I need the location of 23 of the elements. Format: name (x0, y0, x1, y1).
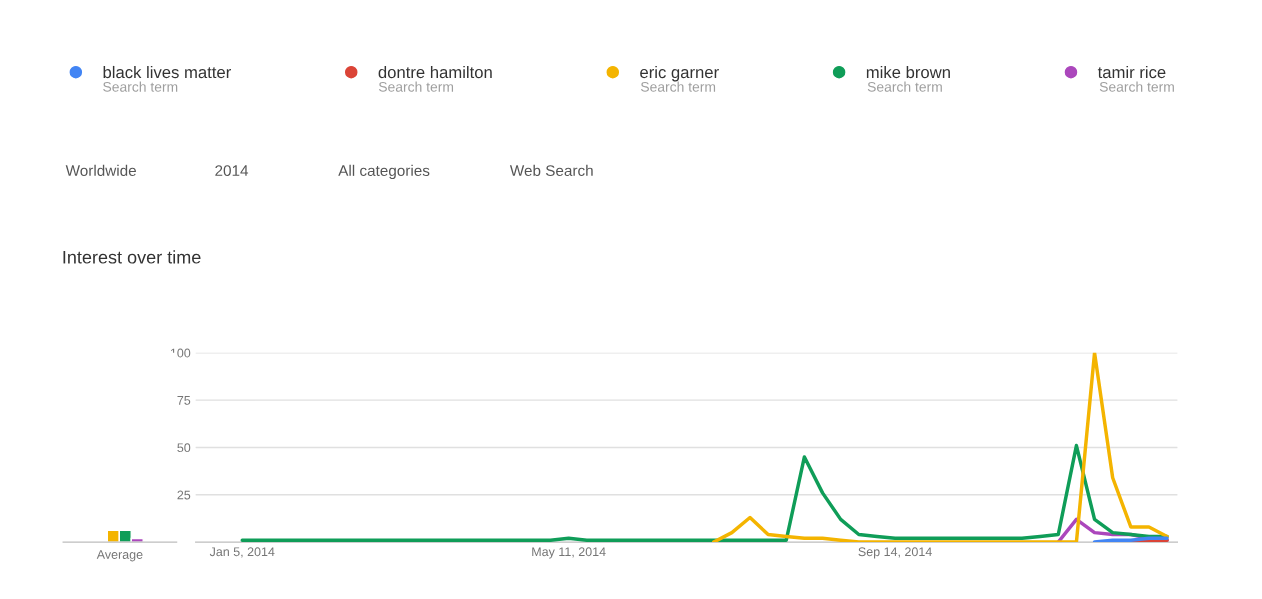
legend-label: tamir rice (1097, 65, 1166, 79)
text: Search term (1099, 81, 1174, 92)
text: Search term (867, 81, 942, 92)
x-tick-label: May 11, 2014 (532, 547, 606, 559)
text: Web Search (509, 164, 593, 177)
x-axis-title: Average (96, 550, 143, 562)
legend-label: dontre hamilton (378, 65, 492, 79)
y-tick-label: 50 (177, 443, 191, 453)
text: Search term (378, 81, 454, 92)
chart-title: Interest over time (63, 250, 201, 264)
x-tick-label: Jan 5, 2014 (209, 547, 275, 558)
text: Search term (103, 81, 178, 92)
legend-label: eric garner (640, 65, 719, 82)
legend-label: black lives matter (103, 65, 231, 79)
x-tick-label: Sep 14, 2014 (858, 547, 932, 559)
line-series (711, 352, 1169, 543)
y-tick-label: 75 (177, 396, 191, 405)
y-tick-label: 25 (177, 490, 191, 500)
legend-label: mike brown (866, 65, 950, 79)
text: All categories (338, 164, 430, 180)
text: Search term (640, 81, 716, 92)
text: Worldwide (65, 164, 136, 177)
text: 2014 (215, 165, 249, 177)
